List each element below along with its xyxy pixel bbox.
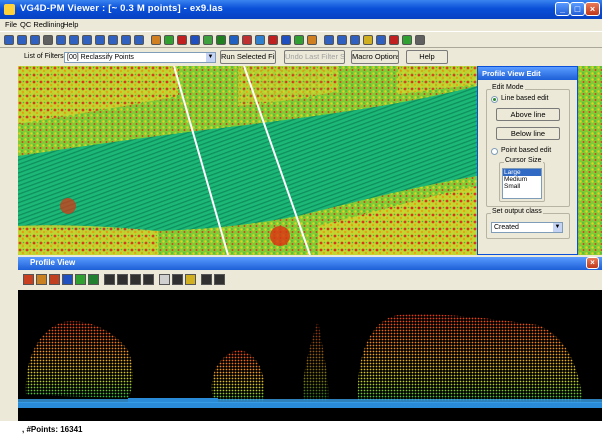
cursor-size-label: Cursor Size	[504, 157, 543, 164]
toolbar-tool-icon[interactable]	[376, 35, 386, 45]
points-count: , #Points: 16341	[22, 425, 83, 434]
point-based-radio[interactable]	[491, 148, 498, 155]
toolbar-tool-icon[interactable]	[324, 35, 334, 45]
toolbar-tool-icon[interactable]	[30, 35, 40, 45]
toolbar-tool-icon[interactable]	[203, 35, 213, 45]
chevron-down-icon: ▼	[206, 53, 215, 62]
toolbar-tool-icon[interactable]	[216, 35, 226, 45]
filter-select-value: [00] Reclassify Points	[67, 54, 134, 61]
toolbar-tool-icon[interactable]	[43, 35, 53, 45]
output-class-value: Created	[494, 224, 519, 231]
undo-last-filter-button[interactable]: Undo Last Filter Step	[284, 50, 345, 64]
profile-tool-icon[interactable]	[49, 274, 60, 285]
profile-tool-icon[interactable]	[172, 274, 183, 285]
point-based-label: Point based edit	[501, 147, 552, 154]
menu-qc-redlining[interactable]: QC Redlining	[20, 20, 65, 29]
main-toolbar	[0, 31, 602, 48]
output-class-label: Set output class	[491, 208, 543, 215]
toolbar-tool-icon[interactable]	[350, 35, 360, 45]
profile-tool-icon[interactable]	[62, 274, 73, 285]
edit-mode-label: Edit Mode	[491, 84, 525, 91]
toolbar-tool-icon[interactable]	[177, 35, 187, 45]
profile-edit-panel: Profile View Edit Edit Mode Line based e…	[477, 66, 578, 255]
menu-bar: File QC Redlining Help	[0, 19, 602, 31]
menu-file[interactable]: File	[5, 20, 18, 29]
menu-help[interactable]: Help	[63, 20, 79, 29]
profile-view-title: Profile View	[30, 258, 76, 267]
filter-list-label: List of Filters :	[24, 53, 68, 60]
below-line-button[interactable]: Below line	[496, 127, 560, 140]
above-line-button[interactable]: Above line	[496, 108, 560, 121]
profile-view-titlebar: Profile View ×	[18, 257, 602, 270]
toolbar-tool-icon[interactable]	[95, 35, 105, 45]
left-edge	[0, 66, 18, 421]
edit-panel-title: Profile View Edit	[478, 67, 577, 80]
toolbar-tool-icon[interactable]	[164, 35, 174, 45]
toolbar-tool-icon[interactable]	[268, 35, 278, 45]
app-icon	[4, 4, 15, 15]
filter-select[interactable]: [00] Reclassify Points ▼	[64, 52, 216, 63]
toolbar-tool-icon[interactable]	[56, 35, 66, 45]
toolbar-tool-icon[interactable]	[281, 35, 291, 45]
line-based-radio[interactable]	[491, 96, 498, 103]
run-selected-filter-button[interactable]: Run Selected Filter	[220, 50, 276, 64]
maximize-button[interactable]: □	[570, 2, 585, 16]
toolbar-tool-icon[interactable]	[294, 35, 304, 45]
profile-point-cloud	[18, 314, 602, 408]
toolbar-tool-icon[interactable]	[242, 35, 252, 45]
toolbar-tool-icon[interactable]	[415, 35, 425, 45]
toolbar-tool-icon[interactable]	[121, 35, 131, 45]
plan-view-image	[18, 66, 477, 255]
toolbar-tool-icon[interactable]	[4, 35, 14, 45]
title-bar: VG4D-PM Viewer : [~ 0.3 M points] - ex9.…	[0, 0, 602, 19]
output-class-group: Set output class Created ▼	[486, 208, 570, 239]
profile-tool-icon[interactable]	[159, 274, 170, 285]
profile-tool-icon[interactable]	[201, 274, 212, 285]
cursor-size-large[interactable]: Large	[503, 169, 541, 176]
profile-tool-icon[interactable]	[117, 274, 128, 285]
toolbar-tool-icon[interactable]	[255, 35, 265, 45]
toolbar-tool-icon[interactable]	[17, 35, 27, 45]
toolbar-tool-icon[interactable]	[402, 35, 412, 45]
cursor-size-medium[interactable]: Medium	[504, 176, 528, 183]
profile-tool-icon[interactable]	[23, 274, 34, 285]
toolbar-tool-icon[interactable]	[151, 35, 161, 45]
toolbar-tool-icon[interactable]	[307, 35, 317, 45]
status-bar: , #Points: 16341	[0, 421, 602, 439]
window-title: VG4D-PM Viewer : [~ 0.3 M points] - ex9.…	[20, 3, 223, 14]
toolbar-tool-icon[interactable]	[363, 35, 373, 45]
chevron-down-icon: ▼	[553, 223, 562, 232]
toolbar-tool-icon[interactable]	[82, 35, 92, 45]
toolbar-tool-icon[interactable]	[389, 35, 399, 45]
profile-tool-icon[interactable]	[104, 274, 115, 285]
toolbar-tool-icon[interactable]	[337, 35, 347, 45]
filter-bar: List of Filters : [00] Reclassify Points…	[0, 48, 602, 66]
toolbar-tool-icon[interactable]	[229, 35, 239, 45]
cursor-size-group: Cursor Size Large Medium Small	[499, 157, 545, 202]
toolbar-tool-icon[interactable]	[108, 35, 118, 45]
profile-canvas[interactable]	[18, 290, 602, 421]
macro-options-button[interactable]: Macro Options	[351, 50, 399, 64]
close-button[interactable]: ×	[585, 2, 600, 16]
output-class-select[interactable]: Created ▼	[491, 222, 563, 233]
profile-tool-icon[interactable]	[88, 274, 99, 285]
profile-tool-icon[interactable]	[185, 274, 196, 285]
profile-tool-icon[interactable]	[130, 274, 141, 285]
help-button[interactable]: Help	[406, 50, 448, 64]
cursor-size-list[interactable]: Large Medium Small	[502, 168, 542, 199]
profile-tool-icon[interactable]	[143, 274, 154, 285]
plan-view[interactable]	[18, 66, 477, 255]
profile-close-button[interactable]: ×	[586, 257, 599, 269]
cursor-size-small[interactable]: Small	[504, 183, 521, 190]
profile-tool-icon[interactable]	[75, 274, 86, 285]
profile-toolbar	[18, 270, 602, 290]
toolbar-tool-icon[interactable]	[134, 35, 144, 45]
toolbar-tool-icon[interactable]	[190, 35, 200, 45]
edit-mode-group: Edit Mode Line based edit Above line Bel…	[486, 84, 570, 207]
line-based-label: Line based edit	[501, 95, 549, 102]
profile-tool-icon[interactable]	[214, 274, 225, 285]
toolbar-tool-icon[interactable]	[69, 35, 79, 45]
minimize-button[interactable]: _	[555, 2, 570, 16]
profile-tool-icon[interactable]	[36, 274, 47, 285]
